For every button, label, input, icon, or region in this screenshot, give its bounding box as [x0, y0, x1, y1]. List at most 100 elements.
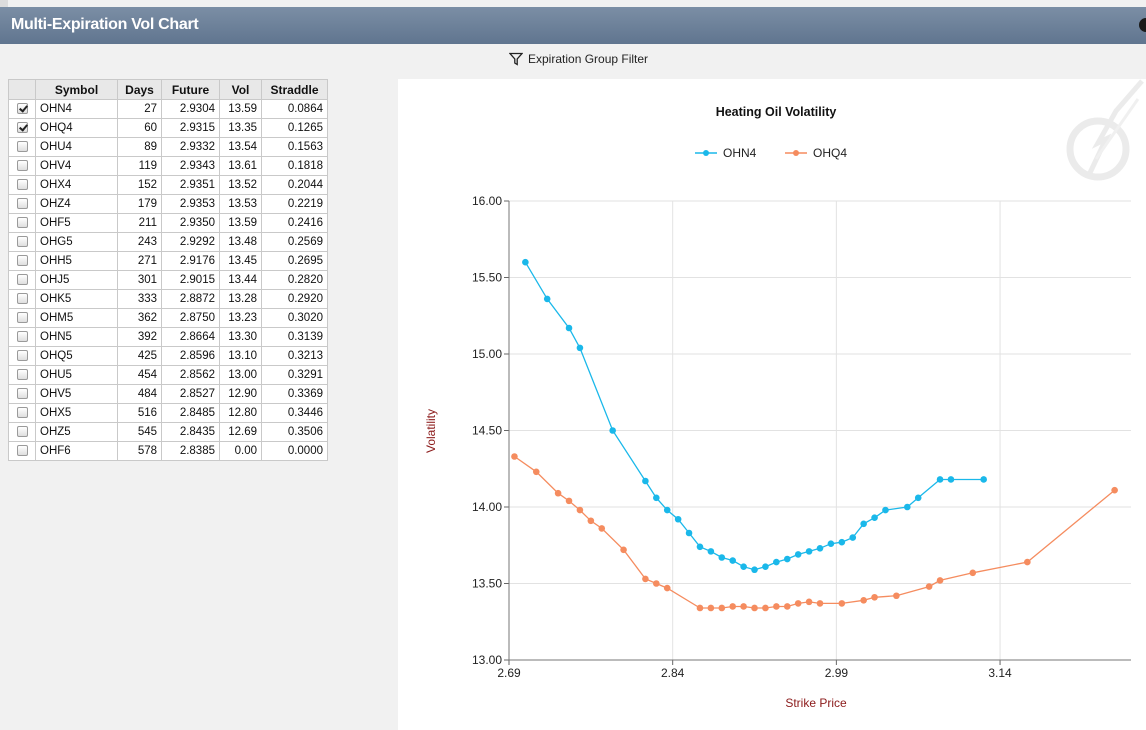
table-row[interactable]: OHX5 516 2.8485 12.80 0.3446 — [8, 403, 328, 423]
data-point-ohn4[interactable] — [882, 506, 889, 514]
data-point-ohn4[interactable] — [947, 476, 955, 483]
data-point-ohq4[interactable] — [554, 489, 562, 497]
data-point-ohq4[interactable] — [816, 600, 824, 607]
table-row[interactable]: OHU5 454 2.8562 13.00 0.3291 — [8, 365, 328, 385]
row-checkbox[interactable] — [16, 312, 28, 324]
row-checkbox[interactable] — [16, 388, 28, 400]
data-point-ohq4[interactable] — [773, 603, 780, 610]
header-straddle[interactable]: Straddle — [261, 79, 328, 100]
data-point-ohn4[interactable] — [871, 514, 878, 522]
row-checkbox[interactable] — [16, 331, 28, 343]
row-checkbox[interactable] — [16, 426, 28, 438]
row-checkbox[interactable] — [16, 274, 28, 286]
data-point-ohn4[interactable] — [576, 344, 584, 352]
data-point-ohn4[interactable] — [718, 554, 726, 561]
table-row[interactable]: OHJ5 301 2.9015 13.44 0.2820 — [8, 270, 328, 290]
data-point-ohq4[interactable] — [511, 453, 518, 460]
data-point-ohq4[interactable] — [620, 546, 627, 554]
data-point-ohq4[interactable] — [794, 600, 802, 607]
data-point-ohn4[interactable] — [674, 515, 682, 523]
table-row[interactable]: OHZ5 545 2.8435 12.69 0.3506 — [8, 422, 328, 442]
collapse-icon[interactable] — [1139, 18, 1146, 32]
table-row[interactable]: OHF5 211 2.9350 13.59 0.2416 — [8, 213, 328, 233]
header-future[interactable]: Future — [161, 79, 220, 100]
table-row[interactable]: OHZ4 179 2.9353 13.53 0.2219 — [8, 194, 328, 214]
data-point-ohq4[interactable] — [532, 468, 540, 476]
data-point-ohq4[interactable] — [587, 517, 595, 525]
data-point-ohq4[interactable] — [925, 583, 933, 590]
data-point-ohq4[interactable] — [653, 580, 660, 587]
row-checkbox[interactable] — [16, 122, 28, 134]
header-days[interactable]: Days — [117, 79, 162, 100]
data-point-ohn4[interactable] — [642, 477, 649, 485]
data-point-ohn4[interactable] — [903, 503, 911, 511]
data-point-ohq4[interactable] — [751, 604, 758, 612]
table-row[interactable]: OHQ5 425 2.8596 13.10 0.3213 — [8, 346, 328, 366]
table-row[interactable]: OHV5 484 2.8527 12.90 0.3369 — [8, 384, 328, 404]
row-checkbox[interactable] — [16, 236, 28, 248]
header-vol[interactable]: Vol — [219, 79, 262, 100]
data-point-ohq4[interactable] — [838, 600, 846, 607]
row-checkbox[interactable] — [16, 160, 28, 172]
data-point-ohn4[interactable] — [794, 551, 802, 558]
data-point-ohn4[interactable] — [914, 494, 922, 502]
data-point-ohn4[interactable] — [936, 476, 944, 483]
row-checkbox[interactable] — [16, 198, 28, 210]
table-row[interactable]: OHG5 243 2.9292 13.48 0.2569 — [8, 232, 328, 252]
row-checkbox[interactable] — [16, 293, 28, 305]
header-symbol[interactable]: Symbol — [35, 79, 118, 100]
data-point-ohq4[interactable] — [729, 603, 737, 610]
data-point-ohn4[interactable] — [827, 540, 835, 548]
data-point-ohq4[interactable] — [696, 604, 704, 612]
data-point-ohq4[interactable] — [1024, 558, 1031, 566]
data-point-ohn4[interactable] — [838, 538, 846, 546]
data-point-ohq4[interactable] — [740, 603, 747, 610]
data-point-ohq4[interactable] — [576, 506, 584, 514]
data-point-ohq4[interactable] — [969, 569, 977, 577]
data-point-ohq4[interactable] — [718, 604, 726, 612]
data-point-ohn4[interactable] — [805, 548, 813, 555]
data-point-ohn4[interactable] — [707, 548, 715, 555]
data-point-ohq4[interactable] — [762, 604, 769, 612]
row-checkbox[interactable] — [16, 179, 28, 191]
data-point-ohq4[interactable] — [805, 598, 813, 606]
table-row[interactable]: OHN5 392 2.8664 13.30 0.3139 — [8, 327, 328, 347]
row-checkbox[interactable] — [16, 217, 28, 229]
legend-label[interactable]: OHN4 — [723, 146, 757, 160]
row-checkbox[interactable] — [16, 255, 28, 267]
data-point-ohq4[interactable] — [1111, 486, 1118, 494]
data-point-ohn4[interactable] — [685, 529, 693, 537]
data-point-ohn4[interactable] — [751, 566, 758, 574]
table-row[interactable]: OHQ4 60 2.9315 13.35 0.1265 — [8, 118, 328, 138]
data-point-ohn4[interactable] — [762, 563, 769, 570]
data-point-ohq4[interactable] — [565, 497, 573, 505]
data-point-ohn4[interactable] — [543, 295, 551, 303]
data-point-ohn4[interactable] — [773, 558, 780, 566]
data-point-ohn4[interactable] — [980, 476, 987, 483]
data-point-ohq4[interactable] — [663, 584, 671, 592]
row-checkbox[interactable] — [16, 445, 28, 457]
row-checkbox[interactable] — [16, 103, 28, 115]
row-checkbox[interactable] — [16, 369, 28, 381]
data-point-ohn4[interactable] — [565, 324, 573, 332]
data-point-ohn4[interactable] — [729, 557, 737, 564]
table-row[interactable]: OHF6 578 2.8385 0.00 0.0000 — [8, 441, 328, 461]
data-point-ohq4[interactable] — [707, 604, 715, 612]
expiration-group-filter-button[interactable]: Expiration Group Filter — [508, 52, 648, 66]
data-point-ohn4[interactable] — [522, 258, 529, 266]
data-point-ohn4[interactable] — [609, 427, 616, 434]
data-point-ohn4[interactable] — [740, 563, 747, 570]
row-checkbox[interactable] — [16, 407, 28, 419]
data-point-ohq4[interactable] — [598, 525, 606, 532]
table-row[interactable]: OHV4 119 2.9343 13.61 0.1818 — [8, 156, 328, 176]
data-point-ohq4[interactable] — [642, 575, 649, 583]
table-row[interactable]: OHU4 89 2.9332 13.54 0.1563 — [8, 137, 328, 157]
data-point-ohq4[interactable] — [893, 592, 900, 600]
data-point-ohq4[interactable] — [936, 577, 944, 584]
row-checkbox[interactable] — [16, 350, 28, 362]
data-point-ohn4[interactable] — [783, 555, 791, 563]
data-point-ohn4[interactable] — [663, 506, 671, 514]
data-point-ohn4[interactable] — [696, 543, 704, 551]
table-row[interactable]: OHM5 362 2.8750 13.23 0.3020 — [8, 308, 328, 328]
table-row[interactable]: OHK5 333 2.8872 13.28 0.2920 — [8, 289, 328, 309]
